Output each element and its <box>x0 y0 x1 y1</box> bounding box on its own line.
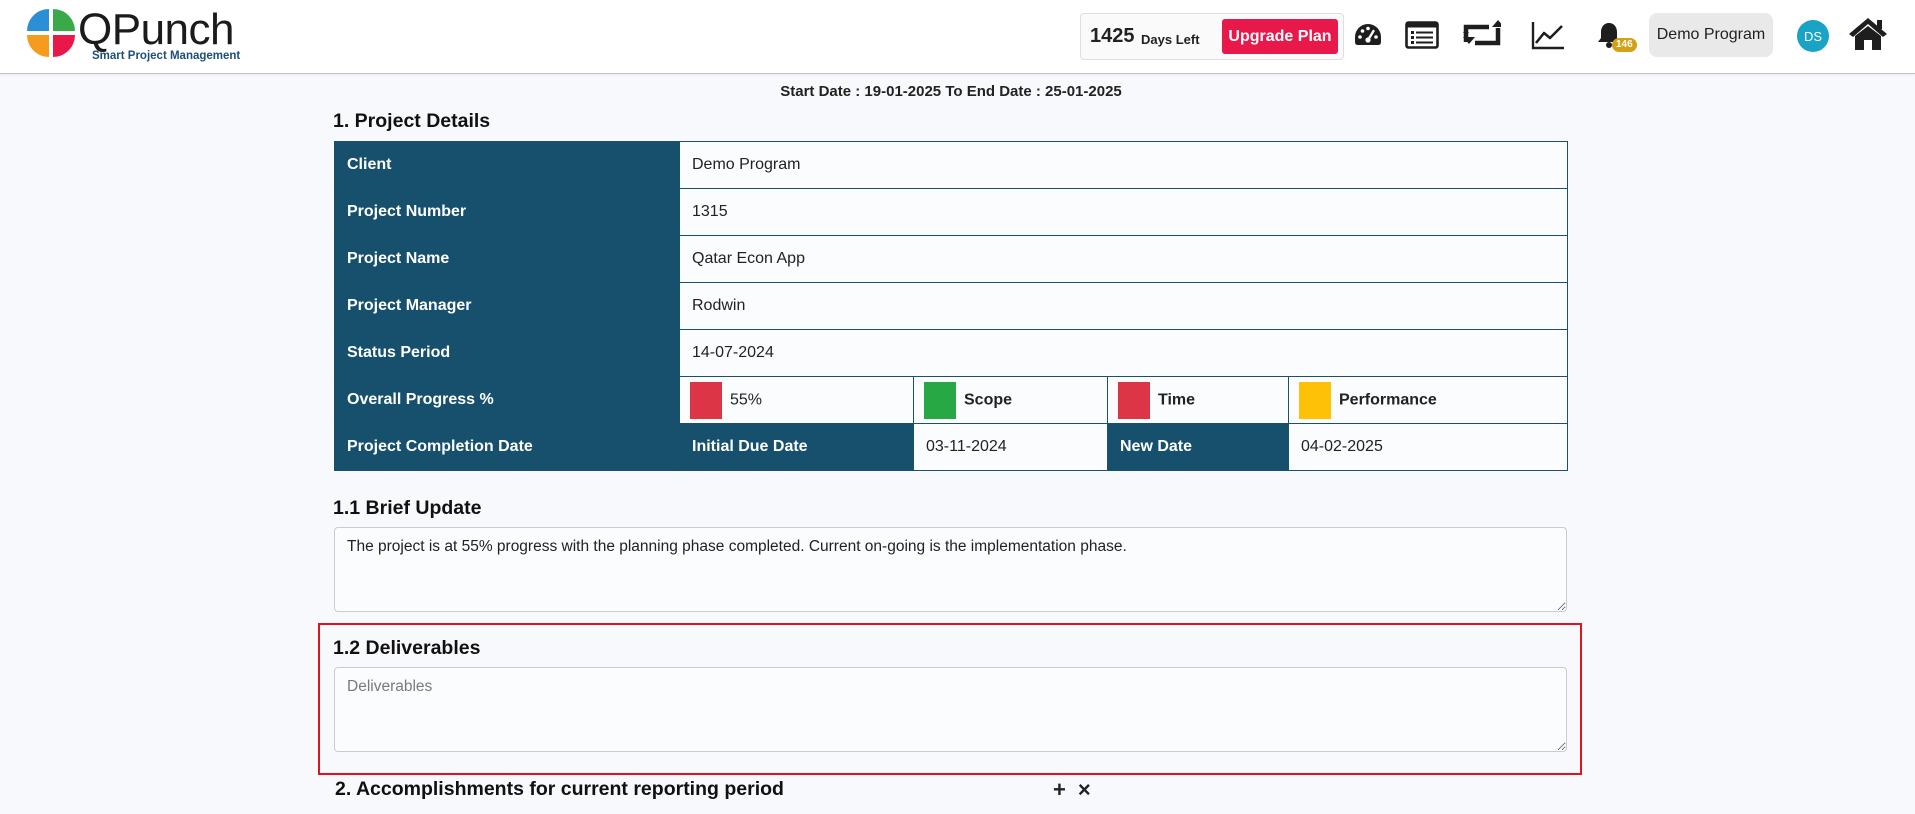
deliverables-textarea[interactable] <box>334 667 1567 752</box>
report-date-range: Start Date : 19-01-2025 To End Date : 25… <box>780 83 1122 100</box>
time-status-swatch <box>1118 381 1150 419</box>
project-number-label: Project Number <box>334 188 680 236</box>
status-period-label: Status Period <box>334 329 680 377</box>
plan-status-box: 1425 Days Left Upgrade Plan <box>1080 13 1344 60</box>
trend-chart-icon[interactable] <box>1529 16 1567 54</box>
time-status-cell: Time <box>1107 376 1289 424</box>
top-navbar: QPunch Smart Project Management 1425 Day… <box>0 0 1915 74</box>
upgrade-plan-button[interactable]: Upgrade Plan <box>1222 19 1338 54</box>
new-date-value: 04-02-2025 <box>1287 423 1569 471</box>
initial-due-date-label: Initial Due Date <box>679 423 914 471</box>
project-manager-label: Project Manager <box>334 282 680 330</box>
logo-tagline: Smart Project Management <box>92 50 241 62</box>
brief-update-textarea[interactable] <box>334 527 1567 612</box>
logo-mark-icon <box>27 9 75 57</box>
home-icon[interactable] <box>1846 14 1890 54</box>
remove-row-button[interactable]: × <box>1077 777 1091 802</box>
notification-count-badge: 146 <box>1612 38 1637 52</box>
table-row: Project Number 1315 <box>334 188 1569 236</box>
user-menu-button[interactable]: Demo Program <box>1649 13 1773 57</box>
accomplishments-title: 2. Accomplishments for current reporting… <box>335 778 784 800</box>
new-date-label: New Date <box>1107 423 1289 471</box>
deliverables-title: 1.2 Deliverables <box>333 637 481 659</box>
time-label: Time <box>1158 391 1196 408</box>
status-period-value: 14-07-2024 <box>678 329 1569 377</box>
repeat-icon[interactable] <box>1463 16 1501 54</box>
list-icon[interactable] <box>1403 16 1441 54</box>
table-row: Project Completion Date Initial Due Date… <box>334 423 1569 471</box>
project-name-label: Project Name <box>334 235 680 283</box>
performance-status-swatch <box>1299 381 1331 419</box>
avatar[interactable]: DS <box>1797 20 1829 52</box>
performance-status-cell: Performance <box>1287 376 1569 424</box>
initial-due-date-value: 03-11-2024 <box>913 423 1108 471</box>
scope-status-swatch <box>924 381 956 419</box>
project-manager-value: Rodwin <box>678 282 1569 330</box>
table-row: Status Period 14-07-2024 <box>334 329 1569 377</box>
project-number-value: 1315 <box>678 188 1569 236</box>
overall-progress-value: 55% <box>730 391 763 408</box>
logo-wordmark: QPunch <box>78 5 234 54</box>
bell-icon[interactable]: 146 <box>1590 16 1637 54</box>
brief-update-title: 1.1 Brief Update <box>333 497 482 519</box>
days-left-label: Days Left <box>1141 32 1200 47</box>
table-row: Project Manager Rodwin <box>334 282 1569 330</box>
table-row: Client Demo Program <box>334 141 1569 189</box>
overall-progress-cell: 55% <box>679 376 914 424</box>
scope-label: Scope <box>964 391 1013 408</box>
table-row: Project Name Qatar Econ App <box>334 235 1569 283</box>
days-left-count: 1425 <box>1090 25 1135 47</box>
progress-status-swatch <box>690 381 722 419</box>
table-row: Overall Progress % 55% Scope Time Perfor… <box>334 376 1569 424</box>
accomplishments-actions: + × <box>1053 777 1103 802</box>
completion-date-label: Project Completion Date <box>334 423 680 471</box>
scope-status-cell: Scope <box>913 376 1108 424</box>
overall-progress-label: Overall Progress % <box>334 376 680 424</box>
client-label: Client <box>334 141 680 189</box>
performance-label: Performance <box>1339 391 1437 408</box>
dashboard-gauge-icon[interactable] <box>1349 16 1387 54</box>
client-value: Demo Program <box>678 141 1569 189</box>
add-row-button[interactable]: + <box>1053 777 1066 802</box>
project-details-table: Client Demo Program Project Number 1315 … <box>334 141 1569 471</box>
project-name-value: Qatar Econ App <box>678 235 1569 283</box>
qpunch-logo[interactable]: QPunch Smart Project Management <box>26 5 246 64</box>
project-details-title: 1. Project Details <box>333 110 491 132</box>
